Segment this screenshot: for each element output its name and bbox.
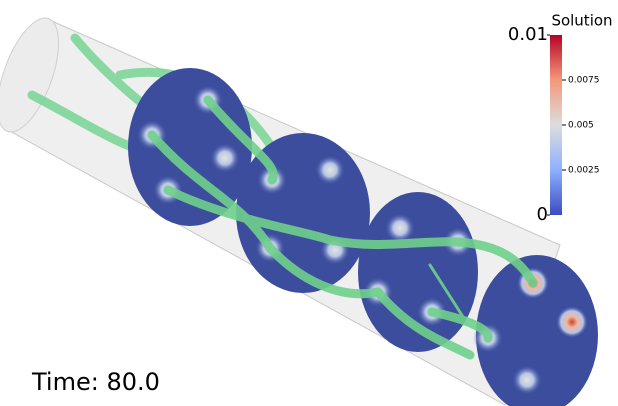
colorbar-minor-label: 0.0025 — [568, 166, 600, 176]
visualization: Solution Time: 80.0 0 0.01 0.0025 0.005 0.00… — [0, 0, 618, 406]
colorbar: Solution — [550, 12, 613, 216]
time-label: Time: 80.0 — [31, 368, 160, 396]
colorbar-major-label: 0 — [537, 204, 548, 225]
colorbar-minor-label: 0.005 — [568, 121, 594, 131]
colorbar-major-label: 0.01 — [508, 24, 548, 45]
colorbar-gradient — [550, 35, 562, 215]
colorbar-minor-label: 0.0075 — [568, 76, 600, 86]
colorbar-title: Solution — [551, 12, 612, 30]
